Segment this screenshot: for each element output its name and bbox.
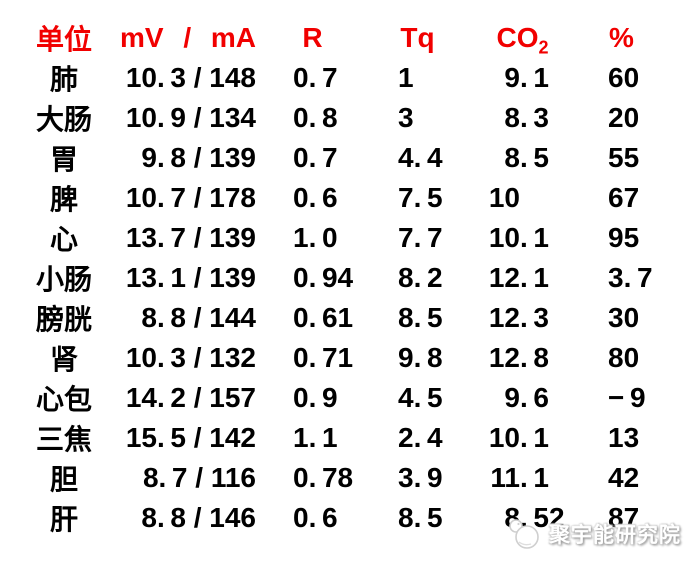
tq-value: 9. 8 [398,342,443,373]
tq-value: 7. 7 [398,222,443,253]
tq-value: 7. 5 [398,182,443,213]
co2-value: 8. 3 [504,102,549,133]
header-co2-base: CO [496,22,539,53]
table-body: 肺 10. 3 / 148 0. 7 1 9. 1 60 大肠 10. 9 / 134 0. 8… [28,58,668,538]
organ-label: 三焦 [35,424,92,455]
mv-ma-value: 9. 8 / 139 [141,142,256,173]
co2-value: 10 [488,182,520,213]
percent-value: 13 [608,422,640,453]
r-value: 0. 9 [293,382,338,413]
header-co2: CO2 [470,18,575,58]
organ-label: 心包 [35,384,92,415]
r-value: 0. 61 [293,302,354,333]
co2-value: 12. 3 [488,302,549,333]
tq-value: 4. 5 [398,382,443,413]
r-value: 1. 1 [293,422,338,453]
percent-value: 42 [608,462,640,493]
co2-value: 12. 8 [488,342,549,373]
r-value: 0. 94 [293,262,354,293]
co2-value: 12. 1 [488,262,549,293]
percent-value: 3. 7 [608,262,653,293]
co2-value: 11. 1 [490,462,549,493]
watermark-logo-icon [509,519,539,549]
co2-value: 10. 1 [488,422,549,453]
mv-ma-value: 14. 2 / 157 [125,382,256,413]
tq-value: 8. 5 [398,302,443,333]
organ-label: 膀胱 [35,304,92,335]
tq-value: 4. 4 [398,142,443,173]
mv-ma-value: 13. 1 / 139 [125,262,256,293]
tq-value: 1 [398,62,414,93]
mv-ma-value: 10. 3 / 148 [125,62,256,93]
tq-value: 8. 5 [398,502,443,533]
header-r: R [302,22,323,53]
r-value: 0. 71 [293,342,354,373]
tq-value: 3 [398,102,414,133]
co2-value: 8. 5 [504,142,549,173]
percent-value: 20 [608,102,640,133]
table-row: 脾 10. 7 / 178 0. 6 7. 5 10 67 [28,178,668,218]
mv-ma-value: 13. 7 / 139 [125,222,256,253]
mv-ma-value: 8. 8 / 144 [141,302,256,333]
table-row: 膀胱 8. 8 / 144 0. 61 8. 5 12. 3 30 [28,298,668,338]
percent-value: 60 [608,62,640,93]
table-row: 肺 10. 3 / 148 0. 7 1 9. 1 60 [28,58,668,98]
mv-ma-value: 10. 3 / 132 [125,342,256,373]
mv-ma-value: 8. 7 / 116 [142,462,256,493]
percent-value: 30 [608,302,640,333]
organ-label: 肝 [49,504,78,535]
organ-label: 肺 [49,64,78,95]
header-co2-subscript: 2 [538,37,549,58]
r-value: 1. 0 [293,222,338,253]
table-row: 肾 10. 3 / 132 0. 71 9. 8 12. 8 80 [28,338,668,378]
header-unit: 单位 [35,24,92,55]
watermark-text: 聚宇能研究院 [549,524,681,547]
table-header-row: 单位 mV / mA R Tq CO2 % [28,18,668,58]
organ-label: 小肠 [35,264,92,295]
percent-value: 55 [608,142,640,173]
table-row: 心 13. 7 / 139 1. 0 7. 7 10. 1 95 [28,218,668,258]
percent-value: 67 [608,182,640,213]
header-percent: % [609,22,634,53]
r-value: 0. 8 [293,102,338,133]
organ-label: 肾 [49,344,78,375]
r-value: 0. 7 [293,142,338,173]
table-row: 胃 9. 8 / 139 0. 7 4. 4 8. 5 55 [28,138,668,178]
table-row: 小肠 13. 1 / 139 0. 94 8. 2 12. 1 3. 7 [28,258,668,298]
tq-value: 3. 9 [398,462,443,493]
mv-ma-value: 10. 7 / 178 [125,182,256,213]
header-mv-ma: mV / mA [119,22,256,53]
organ-label: 胃 [49,144,78,175]
organ-label: 心 [49,224,78,255]
table-row: 大肠 10. 9 / 134 0. 8 3 8. 3 20 [28,98,668,138]
r-value: 0. 7 [293,62,338,93]
mv-ma-value: 10. 9 / 134 [125,102,256,133]
tq-value: 2. 4 [398,422,443,453]
mv-ma-value: 8. 8 / 146 [141,502,256,533]
r-value: 0. 6 [293,502,338,533]
table-row: 三焦 15. 5 / 142 1. 1 2. 4 10. 1 13 [28,418,668,458]
organ-label: 大肠 [35,104,92,135]
r-value: 0. 78 [293,462,354,493]
r-value: 0. 6 [293,182,338,213]
percent-value: 87 [608,502,640,533]
percent-value: 95 [608,222,640,253]
co2-value: 9. 6 [504,382,549,413]
percent-value: 80 [608,342,640,373]
organ-label: 胆 [49,464,78,495]
table-row: 心包 14. 2 / 157 0. 9 4. 5 9. 6 − 9 [28,378,668,418]
organ-label: 脾 [49,184,78,215]
co2-value: 9. 1 [504,62,549,93]
co2-value: 10. 1 [488,222,549,253]
table-row: 胆 8. 7 / 116 0. 78 3. 9 11. 1 42 [28,458,668,498]
tq-value: 8. 2 [398,262,443,293]
header-tq: Tq [400,22,435,53]
watermark: 聚宇能研究院 [505,517,681,551]
percent-value: − 9 [608,382,646,413]
mv-ma-value: 15. 5 / 142 [125,422,256,453]
